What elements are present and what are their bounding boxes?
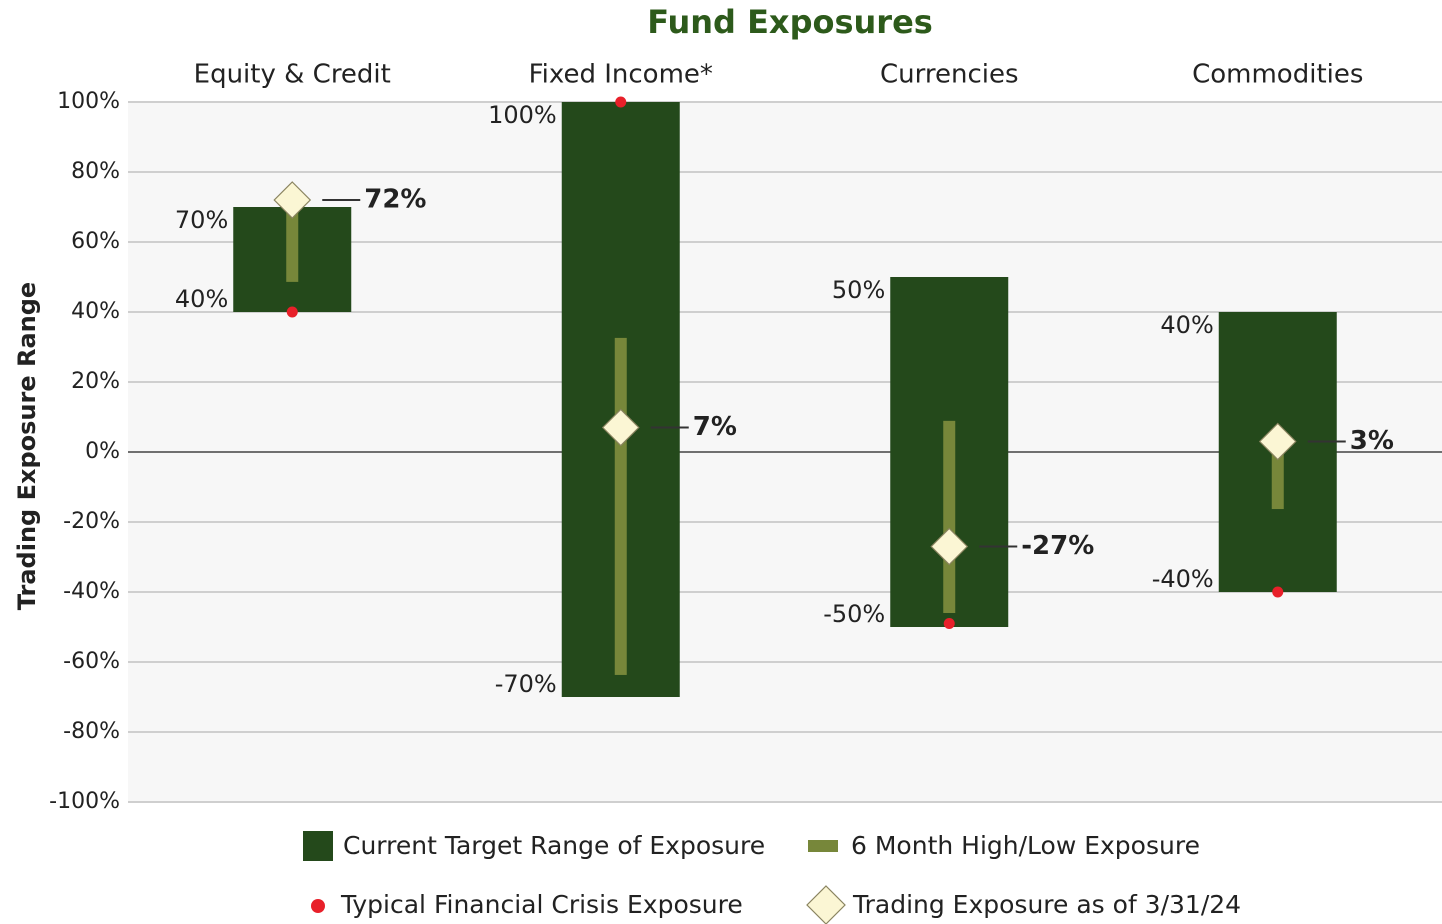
range-high-label: 70% xyxy=(175,206,228,234)
range-low-label: -40% xyxy=(1152,565,1214,593)
category-label: Currencies xyxy=(880,60,1019,90)
category-label: Fixed Income* xyxy=(529,60,713,90)
value-label: -27% xyxy=(1021,531,1094,561)
trading-exposure-diamond xyxy=(273,181,312,219)
y-tick-label: 60% xyxy=(71,229,120,254)
range-high-label: 50% xyxy=(832,276,885,304)
category-label: Commodities xyxy=(1192,60,1363,90)
legend-swatch xyxy=(806,885,846,924)
y-tick-label: -20% xyxy=(63,509,120,534)
value-label: 72% xyxy=(364,185,426,215)
legend-label: Current Target Range of Exposure xyxy=(343,831,765,860)
six-month-bar xyxy=(614,337,627,675)
legend-swatch xyxy=(311,899,325,913)
trading-exposure-diamond xyxy=(930,527,969,566)
trading-exposure-diamond xyxy=(601,408,640,447)
y-tick-label: 0% xyxy=(85,439,120,464)
trading-exposure-diamond xyxy=(1258,422,1297,461)
y-axis-label: Trading Exposure Range xyxy=(13,282,41,610)
range-high-label: 40% xyxy=(1160,311,1213,339)
y-tick-label: 20% xyxy=(71,369,120,394)
y-tick-label: -60% xyxy=(63,649,120,674)
y-tick-label: -80% xyxy=(63,719,120,744)
legend-swatch xyxy=(808,840,838,852)
crisis-point xyxy=(286,306,298,318)
range-low-label: -70% xyxy=(495,670,557,698)
crisis-point xyxy=(943,618,955,629)
y-tick-label: 100% xyxy=(57,89,120,114)
crisis-point xyxy=(1272,586,1284,598)
y-tick-label: 40% xyxy=(71,299,120,324)
value-label: 3% xyxy=(1350,426,1394,456)
range-low-label: -50% xyxy=(823,600,885,628)
y-tick-label: -40% xyxy=(63,579,120,604)
range-high-label: 100% xyxy=(488,101,557,129)
legend-label: Trading Exposure as of 3/31/24 xyxy=(852,890,1241,919)
crisis-point xyxy=(615,96,627,108)
six-month-bar xyxy=(286,200,299,282)
range-low-label: 40% xyxy=(175,285,228,313)
legend-label: Typical Financial Crisis Exposure xyxy=(340,890,743,919)
legend-swatch xyxy=(303,831,333,861)
value-label: 7% xyxy=(693,412,737,442)
legend-label: 6 Month High/Low Exposure xyxy=(851,831,1200,860)
category-label: Equity & Credit xyxy=(194,60,391,90)
six-month-bar xyxy=(943,420,956,613)
y-tick-label: 80% xyxy=(71,159,120,184)
y-tick-label: -100% xyxy=(49,789,120,814)
chart-title: Fund Exposures xyxy=(647,3,933,41)
